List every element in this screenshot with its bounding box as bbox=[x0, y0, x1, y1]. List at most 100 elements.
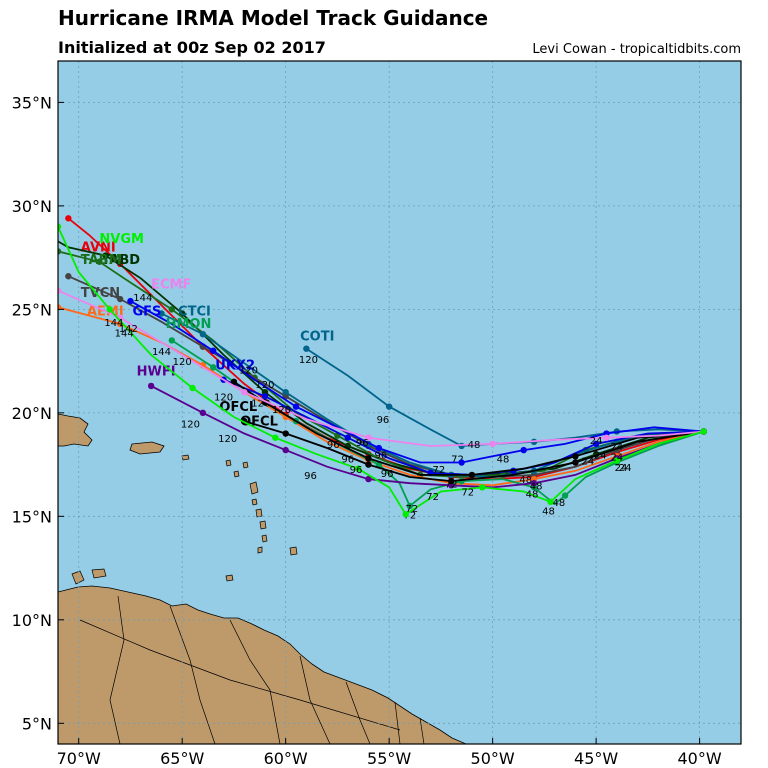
hour-label: 24 bbox=[581, 457, 594, 468]
track-point bbox=[127, 297, 134, 305]
track-point bbox=[402, 511, 409, 518]
track-point bbox=[210, 364, 217, 371]
hour-label: 142 bbox=[119, 324, 138, 335]
track-point bbox=[189, 384, 196, 392]
track-label: TABD bbox=[101, 253, 140, 268]
puerto-rico-land bbox=[129, 441, 165, 455]
track-point bbox=[282, 388, 289, 396]
hour-label: 96 bbox=[377, 415, 390, 426]
hour-label: 72 bbox=[461, 488, 474, 499]
track-line bbox=[161, 312, 704, 478]
track-point bbox=[199, 331, 207, 338]
track-ecmf: ECMF bbox=[58, 278, 707, 448]
hour-label: 48 bbox=[542, 506, 555, 517]
track-point bbox=[230, 378, 238, 386]
track-point bbox=[489, 440, 496, 448]
track-point bbox=[292, 403, 300, 410]
track-point bbox=[448, 477, 455, 485]
track-point bbox=[458, 459, 465, 466]
lon-tick-label: 70°W bbox=[57, 749, 101, 768]
track-point bbox=[547, 498, 554, 506]
lesser-antilles-land bbox=[71, 454, 298, 585]
track-point bbox=[700, 428, 707, 435]
hour-label: 72 bbox=[432, 465, 445, 476]
track-point bbox=[65, 273, 72, 280]
hour-label: 48 bbox=[530, 481, 543, 492]
track-point bbox=[303, 345, 310, 352]
track-point bbox=[468, 471, 476, 479]
track-point bbox=[282, 446, 289, 454]
hour-label: 48 bbox=[468, 440, 481, 451]
track-point bbox=[116, 295, 124, 303]
track-hwfi: HWFI 120 96 bbox=[137, 365, 707, 489]
track-point bbox=[272, 434, 279, 441]
track-line bbox=[244, 420, 704, 483]
hour-label: 120 bbox=[181, 419, 200, 430]
lat-tick-label: 15°N bbox=[12, 507, 52, 526]
map-title: Hurricane IRMA Model Track Guidance bbox=[58, 6, 489, 30]
hour-label: 48 bbox=[526, 490, 539, 501]
lon-tick-label: 55°W bbox=[367, 749, 411, 768]
hour-label: 96 bbox=[375, 450, 388, 461]
country-borders bbox=[79, 595, 425, 744]
hour-label: 96 bbox=[381, 469, 394, 480]
map-subtitle: Initialized at 00z Sep 02 2017 bbox=[58, 38, 326, 57]
hour-label: 120 bbox=[239, 366, 258, 377]
track-line bbox=[58, 226, 704, 516]
hour-label: 72 bbox=[406, 504, 419, 515]
hour-label: 72 bbox=[403, 510, 416, 521]
track-line bbox=[150, 385, 704, 489]
track-label: CTCI bbox=[178, 305, 211, 320]
hour-label: 72 bbox=[451, 455, 464, 466]
hour-label: 120 bbox=[173, 357, 192, 368]
track-label: GFS bbox=[133, 305, 162, 320]
track-point bbox=[365, 434, 372, 441]
hour-label: 96 bbox=[350, 465, 363, 476]
hour-label: 24 bbox=[594, 450, 607, 461]
hour-label: 72 bbox=[445, 479, 458, 490]
track-label: NVGM bbox=[99, 232, 144, 247]
track-label: TVCN bbox=[81, 286, 120, 301]
lat-tick-label: 10°N bbox=[12, 611, 52, 630]
track-point bbox=[261, 393, 269, 400]
track-point bbox=[102, 252, 109, 259]
hour-label: 48 bbox=[497, 455, 510, 466]
hour-label: 120 bbox=[214, 392, 233, 403]
track-point bbox=[241, 388, 248, 396]
track-point bbox=[58, 287, 62, 294]
track-tabm: TABM bbox=[58, 248, 707, 479]
hour-label: 120 bbox=[299, 355, 318, 366]
track-point bbox=[168, 306, 176, 313]
hour-label: 96 bbox=[341, 455, 354, 466]
lon-tick-label: 60°W bbox=[264, 749, 308, 768]
track-point bbox=[406, 502, 414, 510]
track-point bbox=[592, 440, 600, 448]
track-label: HMON bbox=[166, 317, 212, 332]
hispaniola-land bbox=[58, 413, 93, 447]
lat-tick-label: 5°N bbox=[22, 714, 52, 733]
track-point bbox=[458, 442, 465, 450]
plot-frame bbox=[57, 60, 742, 745]
track-point bbox=[365, 455, 372, 462]
hour-label: 144 bbox=[152, 347, 171, 358]
hour-label: 96 bbox=[327, 440, 340, 451]
track-point bbox=[158, 310, 165, 317]
hour-label: 24 bbox=[615, 463, 628, 474]
track-nvgm: NVGM 24 bbox=[58, 223, 707, 518]
track-label: OFCL bbox=[219, 400, 257, 415]
track-point bbox=[603, 434, 610, 441]
track-point bbox=[282, 430, 289, 437]
track-label: OFCL bbox=[240, 414, 278, 429]
track-point bbox=[561, 492, 569, 499]
lat-tick-label: 25°N bbox=[12, 300, 52, 319]
track-point bbox=[65, 215, 72, 222]
hour-label: 144 bbox=[115, 328, 134, 339]
track-point bbox=[530, 480, 538, 487]
track-point bbox=[199, 409, 207, 417]
track-label: COTI bbox=[300, 329, 334, 344]
track-line bbox=[233, 381, 704, 476]
track-point bbox=[106, 306, 113, 313]
track-point bbox=[572, 459, 579, 466]
